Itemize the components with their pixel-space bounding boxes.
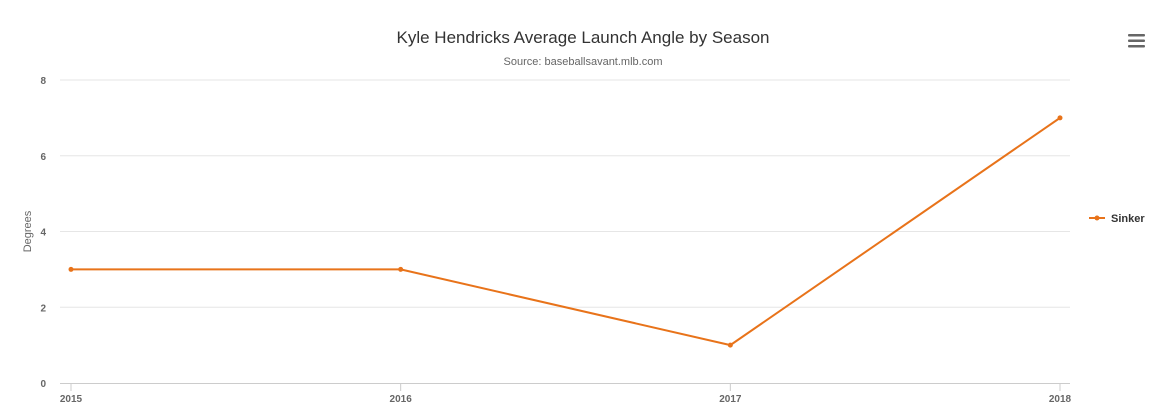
legend-label-sinker: Sinker xyxy=(1111,213,1145,225)
data-point-sinker[interactable] xyxy=(398,266,404,272)
legend-marker-sinker xyxy=(1094,215,1100,221)
y-tick-label: 8 xyxy=(40,76,46,87)
y-tick-label: 6 xyxy=(40,152,46,163)
y-tick-label: 0 xyxy=(40,379,46,390)
data-point-sinker[interactable] xyxy=(1057,115,1063,121)
x-tick-label: 2016 xyxy=(390,394,413,405)
grid-lines xyxy=(60,79,1070,308)
x-tick-label: 2017 xyxy=(719,394,742,405)
chart-subtitle: Source: baseballsavant.mlb.com xyxy=(504,56,663,68)
x-tick-label: 2018 xyxy=(1049,394,1072,405)
y-tick-label: 4 xyxy=(40,228,46,239)
series-line-sinker xyxy=(71,117,1061,347)
y-axis-title: Degrees xyxy=(22,210,34,252)
data-point-sinker[interactable] xyxy=(727,342,733,348)
hamburger-menu-icon[interactable] xyxy=(1128,34,1145,48)
x-tick-label: 2015 xyxy=(60,394,83,405)
chart-title: Kyle Hendricks Average Launch Angle by S… xyxy=(397,28,770,47)
data-point-sinker[interactable] xyxy=(68,266,74,272)
series-layer xyxy=(68,115,1063,348)
y-tick-label: 2 xyxy=(40,303,46,314)
legend[interactable]: Sinker xyxy=(1089,213,1145,225)
x-axis-ticks: 2015 2016 2017 2018 xyxy=(60,383,1072,405)
y-axis-ticks: 0 2 4 6 8 xyxy=(40,76,46,390)
